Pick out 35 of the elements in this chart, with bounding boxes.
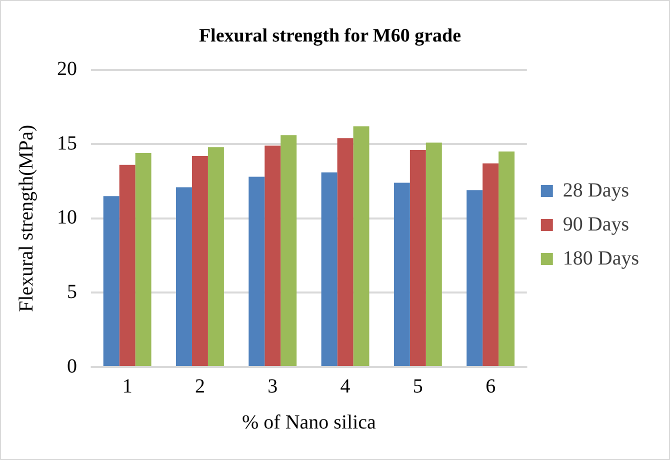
bar: [103, 196, 120, 366]
bar: [248, 176, 265, 366]
y-axis-title: Flexural strength(MPa): [15, 124, 38, 312]
x-tick-label: 3: [268, 375, 278, 398]
bar: [466, 190, 483, 366]
bar: [280, 135, 297, 366]
bar: [410, 150, 426, 366]
bar: [135, 153, 152, 366]
chart-title: Flexural strength for M60 grade: [198, 25, 462, 46]
bar: [192, 156, 208, 366]
y-tick-label: 15: [57, 132, 77, 154]
x-tick-label: 4: [340, 375, 350, 398]
x-tick-label: 1: [122, 375, 132, 398]
x-tick-label: 5: [412, 375, 423, 398]
y-tick-label: 5: [67, 280, 77, 303]
legend-label: 180 Days: [562, 247, 640, 270]
x-tick-label: 6: [486, 375, 496, 398]
bar: [321, 172, 338, 366]
y-tick-label: 20: [57, 58, 77, 80]
x-tick-label: 2: [194, 375, 205, 398]
x-axis-title: % of Nano silica: [242, 411, 376, 434]
bar: [482, 163, 499, 366]
bar: [353, 126, 370, 366]
bar: [264, 146, 281, 366]
y-tick-label: 10: [57, 206, 77, 229]
bar: [208, 147, 224, 366]
bar: [119, 164, 136, 366]
legend-label: 28 Days: [562, 179, 630, 202]
bar: [337, 138, 354, 366]
legend-label: 90 Days: [562, 213, 630, 236]
bar: [176, 187, 192, 366]
y-tick-label: 0: [67, 355, 77, 378]
bar: [426, 142, 442, 366]
bar: [498, 152, 515, 366]
bar: [394, 182, 410, 366]
